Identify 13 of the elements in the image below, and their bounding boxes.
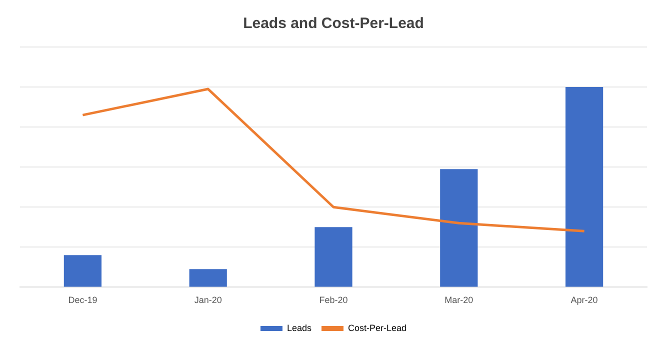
x-tick-label: Feb-20 [319,295,348,306]
x-tick-label: Dec-19 [68,295,98,306]
x-tick-label: Mar-20 [444,295,474,306]
bar [64,255,102,287]
legend-label: Leads [286,322,312,333]
legend-label: Cost-Per-Lead [348,322,407,333]
bar [314,227,352,287]
bar [440,169,478,287]
bar [189,269,227,287]
bar [565,87,604,287]
x-tick-label: Jan-20 [194,295,222,306]
x-tick-label: Apr-20 [570,295,598,306]
chart-title: Leads and Cost-Per-Lead [243,15,424,32]
